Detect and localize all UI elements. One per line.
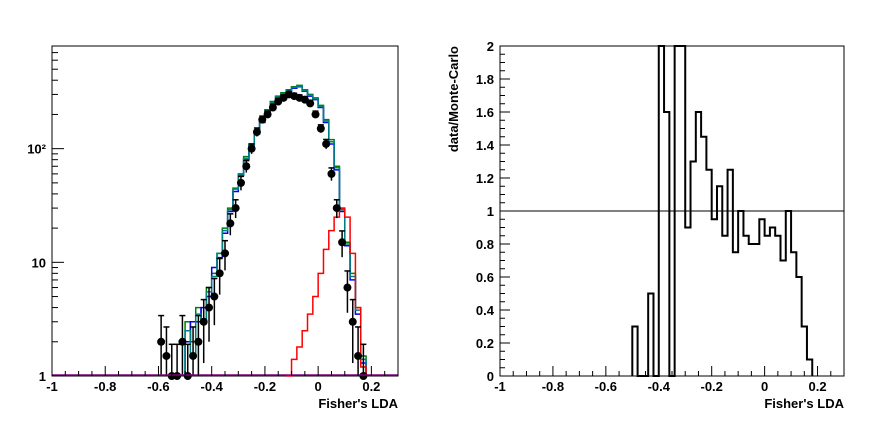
data-point bbox=[199, 317, 208, 326]
x-tick-label: -0.4 bbox=[200, 379, 223, 394]
data-point bbox=[306, 99, 315, 108]
data-point bbox=[332, 204, 341, 213]
data-point bbox=[236, 178, 245, 187]
histogram-series-1 bbox=[631, 45, 814, 377]
x-tick-label: 0.2 bbox=[808, 379, 826, 394]
x-tick-label: -1 bbox=[46, 379, 58, 394]
data-point bbox=[226, 219, 235, 228]
chart-panel-1: -1 -0.8 -0.6 -0.4 -0.2 0 0.2 1 10 10² Fisher's LDA bbox=[27, 45, 399, 411]
data-point bbox=[258, 115, 267, 124]
data-point bbox=[194, 337, 203, 346]
y-tick-label: 0.6 bbox=[476, 270, 494, 285]
histogram-series-1 bbox=[184, 84, 367, 376]
histogram-series-4 bbox=[286, 207, 367, 377]
x-tick-label: -1 bbox=[494, 379, 506, 394]
y-tick-label: 0.2 bbox=[476, 336, 494, 351]
y-tick-label: 10 bbox=[32, 255, 46, 270]
y-tick-label: 0.8 bbox=[476, 237, 494, 252]
data-point bbox=[162, 351, 171, 360]
data-point bbox=[210, 292, 219, 301]
data-point bbox=[157, 337, 166, 346]
data-point bbox=[242, 162, 251, 171]
data-point bbox=[348, 317, 357, 326]
histogram-series-3 bbox=[184, 85, 367, 376]
x-tick-label: -0.2 bbox=[254, 379, 276, 394]
x-tick-label: 0 bbox=[315, 379, 322, 394]
x-tick-label: -0.8 bbox=[542, 379, 564, 394]
data-point bbox=[354, 351, 363, 360]
data-point bbox=[173, 372, 182, 380]
y-tick-label: 1 bbox=[487, 204, 494, 219]
x-tick-label: 0.2 bbox=[362, 379, 380, 394]
y-tick-label: 1.4 bbox=[476, 138, 495, 153]
y-tick-label: 0 bbox=[487, 369, 494, 384]
data-point bbox=[189, 351, 198, 360]
x-tick-label: -0.2 bbox=[700, 379, 722, 394]
chart-panel-2: -1 -0.8 -0.6 -0.4 -0.2 0 0.2 0 0.2 0.4 0.6 0.8 1 1.2 1… bbox=[446, 39, 845, 411]
data-point bbox=[205, 303, 214, 312]
data-point bbox=[359, 372, 368, 380]
data-point bbox=[247, 144, 256, 153]
data-point bbox=[343, 283, 352, 292]
data-point bbox=[327, 169, 336, 178]
data-point bbox=[221, 249, 229, 258]
data-point bbox=[231, 204, 240, 213]
y-tick-label: 1.2 bbox=[476, 171, 494, 186]
y-tick-label: 10² bbox=[27, 142, 46, 157]
x-axis-title: Fisher's LDA bbox=[318, 396, 398, 411]
y-tick-label: 1 bbox=[39, 369, 46, 384]
data-point bbox=[263, 110, 272, 119]
x-tick-label: -0.6 bbox=[147, 379, 169, 394]
x-tick-label: 0 bbox=[761, 379, 768, 394]
data-point bbox=[183, 372, 192, 380]
y-tick-label: 0.4 bbox=[476, 303, 495, 318]
x-tick-label: -0.4 bbox=[648, 379, 671, 394]
data-point bbox=[178, 337, 187, 346]
data-point bbox=[215, 269, 224, 278]
histogram-series-2 bbox=[184, 86, 367, 376]
plot-frame bbox=[51, 45, 399, 377]
y-tick-label: 2 bbox=[487, 39, 494, 54]
data-point bbox=[338, 238, 347, 247]
data-point bbox=[316, 124, 325, 133]
x-tick-label: -0.6 bbox=[595, 379, 617, 394]
y-tick-label: 1.6 bbox=[476, 105, 494, 120]
y-axis-title: data/Monte-Carlo bbox=[446, 46, 461, 152]
x-tick-label: -0.8 bbox=[94, 379, 116, 394]
data-point bbox=[268, 103, 277, 112]
y-tick-label: 1.8 bbox=[476, 72, 494, 87]
data-point bbox=[311, 110, 320, 119]
data-point bbox=[252, 128, 261, 137]
data-point bbox=[322, 139, 331, 148]
x-axis-title: Fisher's LDA bbox=[764, 396, 844, 411]
